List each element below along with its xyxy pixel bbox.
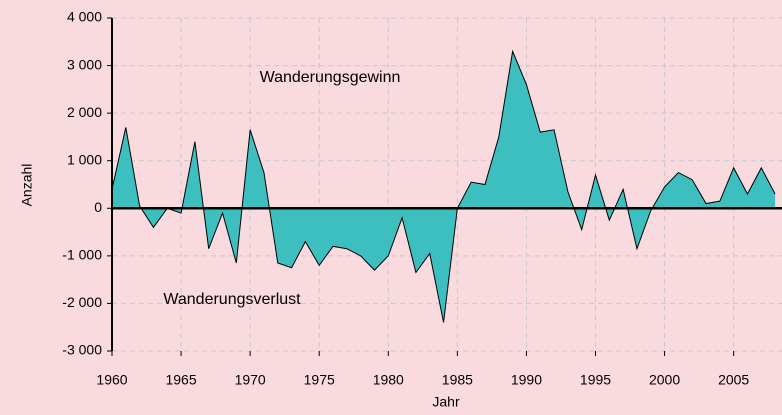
y-tick-label: -2 000 <box>62 294 102 310</box>
annotation: Wanderungsverlust <box>163 291 301 308</box>
x-tick-label: 1965 <box>165 372 196 388</box>
x-tick-label: 1985 <box>442 372 473 388</box>
y-tick-label: 0 <box>94 199 102 215</box>
y-tick-label: 2 000 <box>67 104 102 120</box>
x-tick-label: 1975 <box>304 372 335 388</box>
y-axis-title: Anzahl <box>19 164 35 207</box>
annotation: Wanderungsgewinn <box>260 69 401 86</box>
y-tick-label: -1 000 <box>62 247 102 263</box>
y-tick-label: 4 000 <box>67 9 102 25</box>
x-tick-label: 1995 <box>580 372 611 388</box>
y-tick-label: 3 000 <box>67 56 102 72</box>
x-tick-label: 1980 <box>373 372 404 388</box>
y-tick-label: 1 000 <box>67 151 102 167</box>
area <box>112 51 776 323</box>
x-axis-title: Jahr <box>432 394 460 410</box>
x-tick-label: 2000 <box>649 372 680 388</box>
y-tick-label: -3 000 <box>62 342 102 358</box>
x-tick-label: 1970 <box>235 372 266 388</box>
x-tick-label: 2005 <box>718 372 749 388</box>
x-tick-label: 1960 <box>96 372 127 388</box>
x-tick-label: 1990 <box>511 372 542 388</box>
line <box>111 49 776 323</box>
